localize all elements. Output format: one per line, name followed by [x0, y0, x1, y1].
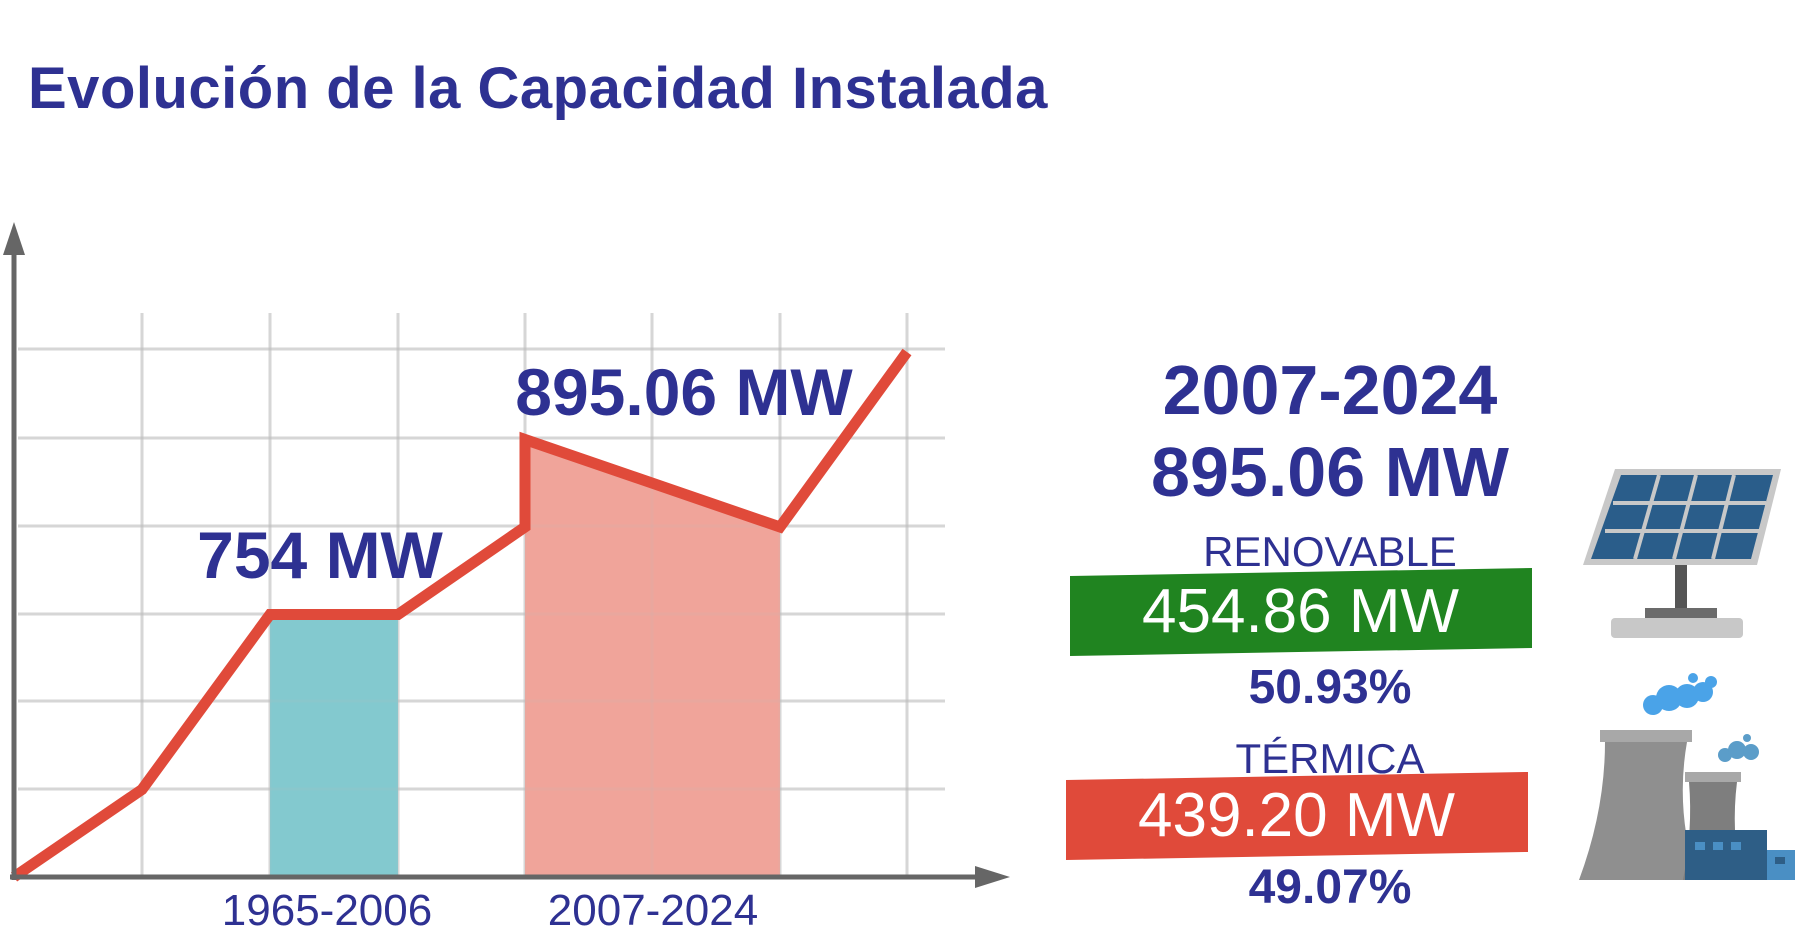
- summary-years: 2007-2024: [1162, 351, 1498, 429]
- power-plant-icon: [1579, 673, 1795, 880]
- renewable-percent: 50.93%: [1248, 661, 1412, 714]
- y-axis-arrow: [3, 222, 25, 255]
- thermal-percent: 49.07%: [1248, 861, 1412, 914]
- chart-title: Evolución de la Capacidad Instalada: [28, 56, 1048, 121]
- capacity-line: [10, 348, 912, 882]
- period-label-1965-2006: 1965-2006: [222, 886, 432, 927]
- capacity-chart: 754 MW 895.06 MW 1965-2006 2007-2024: [3, 222, 1010, 927]
- thermal-value: 439.20 MW: [1138, 781, 1456, 850]
- annotation-895: 895.06 MW: [515, 355, 853, 429]
- solar-panel-icon: [1583, 469, 1781, 638]
- period-label-2007-2024: 2007-2024: [548, 886, 758, 927]
- period-area-2007-2024: [525, 439, 780, 877]
- x-axis: [10, 866, 1010, 888]
- period-bar-1965-2006: [270, 614, 398, 877]
- renewable-value-band: 454.86 MW: [1070, 567, 1532, 657]
- renewable-value: 454.86 MW: [1142, 577, 1460, 646]
- annotation-754: 754 MW: [197, 518, 443, 592]
- x-axis-arrow: [975, 866, 1010, 888]
- renewable-label: RENOVABLE: [1203, 528, 1457, 575]
- summary-total: 895.06 MW: [1151, 433, 1509, 511]
- thermal-value-band: 439.20 MW: [1066, 771, 1528, 861]
- chart-grid-overlay: [18, 313, 945, 877]
- chart-grid: [18, 313, 945, 877]
- y-axis: [3, 222, 25, 880]
